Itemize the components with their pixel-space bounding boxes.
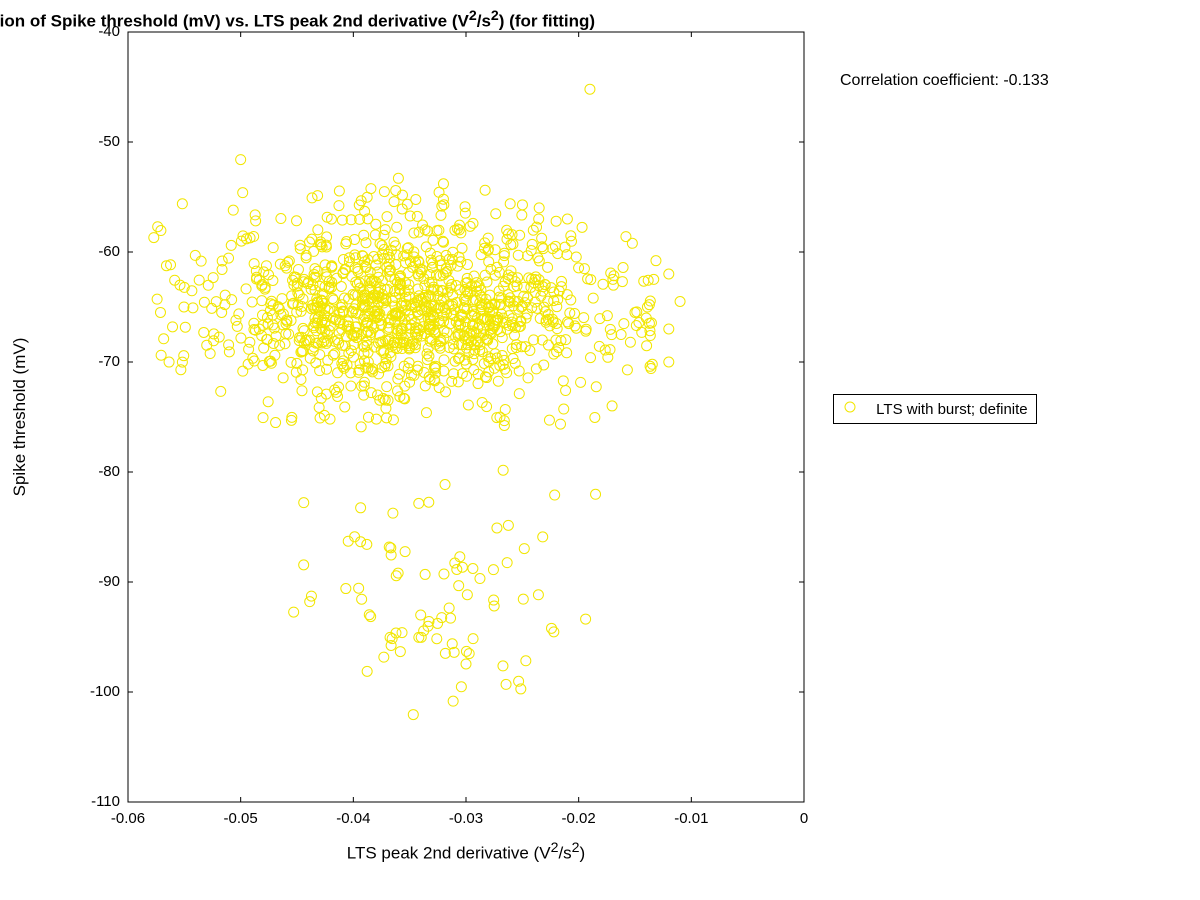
y-axis-label: Spike threshold (mV) (10, 317, 30, 517)
x-tick-label: -0.02 (539, 810, 619, 827)
y-tick-label: -90 (60, 573, 120, 590)
x-tick-label: -0.01 (651, 810, 731, 827)
y-tick-label: -110 (60, 793, 120, 810)
legend-label: LTS with burst; definite (876, 401, 1027, 418)
y-tick-label: -40 (60, 23, 120, 40)
x-tick-label: -0.05 (201, 810, 281, 827)
y-tick-label: -100 (60, 683, 120, 700)
y-tick-label: -70 (60, 353, 120, 370)
y-tick-label: -50 (60, 133, 120, 150)
correlation-text: Correlation coefficient: -0.133 (840, 72, 1049, 90)
x-tick-label: -0.03 (426, 810, 506, 827)
plot-svg (0, 0, 1200, 900)
x-tick-label: -0.06 (88, 810, 168, 827)
legend: LTS with burst; definite (833, 394, 1037, 424)
y-tick-label: -80 (60, 463, 120, 480)
x-axis-label: LTS peak 2nd derivative (V2/s2) (128, 840, 804, 864)
chart-container: tion of Spike threshold (mV) vs. LTS pea… (0, 0, 1200, 900)
x-tick-label: -0.04 (313, 810, 393, 827)
y-tick-label: -60 (60, 243, 120, 260)
legend-marker (842, 399, 858, 419)
x-tick-label: 0 (764, 810, 844, 827)
